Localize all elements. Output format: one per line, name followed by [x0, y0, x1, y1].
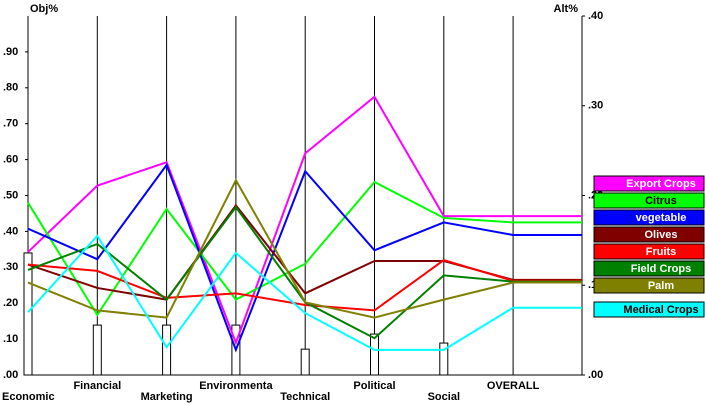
y-tick-label: .90: [3, 46, 18, 58]
y-tick-label: .10: [3, 333, 18, 345]
legend-label: Citrus: [645, 195, 677, 207]
bar: [439, 342, 449, 376]
legend-label: Medical Crops: [623, 304, 698, 316]
bar: [92, 324, 102, 376]
y-tick-label: .70: [3, 118, 18, 130]
series-line: [27, 234, 514, 351]
series-line: [27, 203, 514, 301]
x-tick-label: Political: [353, 380, 395, 392]
legend-swatch: [593, 226, 705, 243]
legend-swatch: [593, 260, 705, 277]
legend-swatch: [593, 175, 705, 192]
legend-swatch: [593, 209, 705, 226]
x-tick-label: OVERALL: [487, 380, 540, 392]
legend-swatch: [593, 192, 705, 209]
x-tick-label: Financial: [73, 380, 121, 392]
legend-swatch: [593, 277, 705, 294]
series-line: [27, 259, 514, 312]
series-line: [27, 162, 514, 353]
legend-label: vegetable: [636, 212, 687, 224]
legend-swatch: [593, 301, 705, 318]
series-line: [27, 180, 514, 317]
legend-label: Fruits: [646, 246, 677, 258]
y-tick-label: .40: [3, 225, 18, 237]
legend-label: Export Crops: [626, 178, 696, 190]
legend-swatch: [593, 243, 705, 260]
y2-tick-label: .40: [588, 10, 603, 22]
legend-label: Olives: [644, 229, 677, 241]
bar: [300, 348, 310, 376]
y-tick-label: .50: [3, 189, 18, 201]
x-tick-label: Marketing: [141, 391, 193, 403]
series-line: [27, 95, 514, 346]
legend-label: Field Crops: [631, 263, 692, 275]
y-axis-label: Obj%: [30, 3, 58, 15]
x-tick-label: Environmenta: [199, 380, 273, 392]
x-tick-label: Technical: [280, 391, 330, 403]
bar: [23, 252, 33, 376]
legend-label: Palm: [648, 280, 675, 292]
y2-axis-label: Alt%: [554, 3, 579, 15]
y-tick-label: .80: [3, 82, 18, 94]
y2-tick-label: .00: [588, 369, 603, 381]
y-tick-label: .30: [3, 261, 18, 273]
y-tick-label: .20: [3, 297, 18, 309]
y-tick-label: .60: [3, 154, 18, 166]
y-tick-label: .00: [3, 369, 18, 381]
series-line: [27, 178, 514, 319]
x-tick-label: Economic: [2, 391, 55, 403]
x-tick-label: Social: [428, 391, 460, 403]
y2-tick-label: .30: [588, 100, 603, 112]
bar: [370, 333, 379, 376]
bar: [162, 324, 172, 376]
